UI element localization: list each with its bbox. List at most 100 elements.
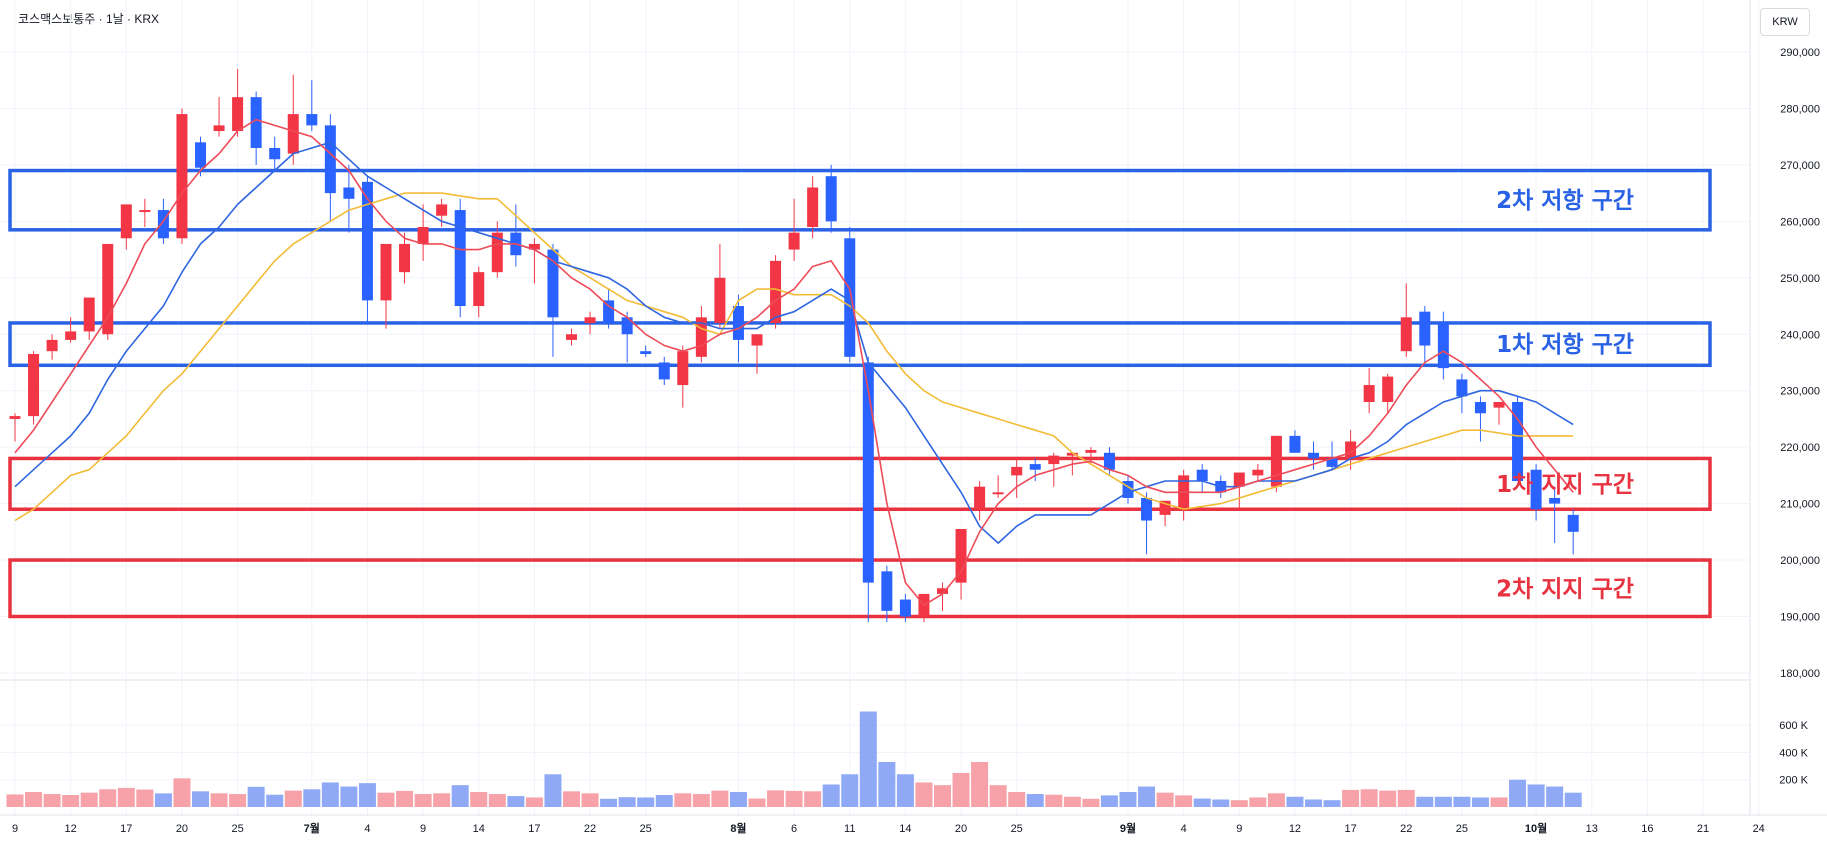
candle-body <box>1345 441 1357 459</box>
candle-body <box>176 114 188 239</box>
ma-blue-line <box>14 141 1574 544</box>
candle <box>937 582 948 611</box>
zone-box <box>8 168 1712 232</box>
volume-bar <box>1156 792 1174 807</box>
candle-body <box>1308 452 1319 459</box>
candle <box>1252 464 1264 482</box>
candle <box>473 266 485 318</box>
price-tick-label: 190,000 <box>1780 612 1820 624</box>
candle <box>770 255 782 329</box>
time-tick-label: 24 <box>1753 823 1765 835</box>
candle-body <box>899 599 911 617</box>
volume-bar <box>1434 796 1452 807</box>
candle <box>1567 509 1579 555</box>
volume-bar <box>729 791 747 807</box>
volume-bar <box>674 793 692 807</box>
candle-body <box>436 204 448 216</box>
candle-body <box>807 187 819 227</box>
candle-body <box>1085 449 1097 453</box>
volume-bar <box>1045 794 1063 807</box>
candle <box>528 238 540 284</box>
candle-body <box>1029 464 1041 470</box>
time-tick-label: 22 <box>1400 823 1412 835</box>
candle <box>1011 458 1023 498</box>
candle <box>584 311 596 335</box>
candle-body <box>65 331 77 340</box>
candle <box>120 204 132 250</box>
candle <box>306 80 318 132</box>
price-tick-label: 180,000 <box>1780 668 1820 680</box>
volume-bar <box>971 761 989 807</box>
ma-red-line <box>14 118 1574 607</box>
volume-bar <box>915 782 933 807</box>
candle <box>603 289 615 329</box>
candle-body <box>1456 379 1468 397</box>
volume-bar <box>1360 789 1378 807</box>
volume-bar <box>1249 797 1267 807</box>
candle-body <box>770 260 782 323</box>
volume-bar <box>99 789 117 807</box>
volume-bar <box>896 774 914 807</box>
price-tick-label: 210,000 <box>1780 499 1820 511</box>
volume-bar <box>303 789 321 807</box>
currency-button[interactable]: KRW <box>1760 8 1810 36</box>
volume-bar <box>989 785 1007 807</box>
candle <box>1549 486 1561 544</box>
candle <box>232 68 244 137</box>
volume-bar <box>581 793 599 807</box>
zone-label: 1차 저항 구간 <box>1496 332 1634 358</box>
volume-bar <box>1564 792 1582 807</box>
volume-bar <box>1138 786 1156 807</box>
candle <box>1345 430 1357 470</box>
time-tick-label: 25 <box>231 823 243 835</box>
candle <box>566 328 577 346</box>
price-axis: 290,000 280,000 270,000 260,000 250,000 240,0… <box>1780 47 1820 680</box>
candle <box>640 345 652 357</box>
candle-body <box>1011 466 1023 476</box>
candle <box>83 297 95 340</box>
candle-body <box>1326 458 1338 467</box>
candle-body <box>1382 376 1394 402</box>
volume-bar <box>1546 786 1564 807</box>
candle <box>881 565 893 623</box>
volume-bar <box>62 794 80 807</box>
volume-bar <box>80 792 98 807</box>
time-tick-label: 22 <box>584 823 596 835</box>
candle-body <box>1289 435 1301 453</box>
candle <box>1530 464 1542 521</box>
candle-body <box>1567 514 1579 532</box>
time-tick-label: 12 <box>1289 823 1301 835</box>
candle <box>658 356 670 386</box>
time-tick-label: 9 <box>1236 823 1242 835</box>
candle <box>361 176 373 323</box>
volume-axis: 600 K 400 K 200 K <box>1779 720 1808 787</box>
time-tick-label: 17 <box>1344 823 1356 835</box>
candle <box>1419 306 1431 363</box>
candle-body <box>992 492 1004 495</box>
candle-body <box>1103 452 1115 470</box>
candle-body <box>269 147 281 160</box>
candle <box>992 475 1004 498</box>
time-tick-label: 4 <box>1181 823 1187 835</box>
candle <box>454 198 466 318</box>
candle-body <box>1252 469 1264 476</box>
candle-body <box>881 571 893 611</box>
candle-body <box>714 277 726 323</box>
time-axis: 9 12 17 20 25 7월 4 9 14 17 22 25 8월 6 11 14 20 25 9월 4 9 12 17… <box>12 821 1765 835</box>
candle-body <box>677 351 689 386</box>
volume-bar <box>618 797 636 807</box>
candle <box>714 243 726 329</box>
candle-body <box>825 176 837 222</box>
candle-body <box>528 243 540 250</box>
time-tick-label: 14 <box>473 823 485 835</box>
candle-body <box>1474 401 1486 414</box>
volume-bar <box>1026 794 1044 807</box>
volume-bar <box>822 784 840 807</box>
candle <box>1029 458 1041 482</box>
volume-bar <box>229 794 247 807</box>
time-tick-label: 17 <box>528 823 540 835</box>
candle-body <box>844 238 856 357</box>
candle-body <box>417 226 429 244</box>
candle-body <box>213 125 225 132</box>
